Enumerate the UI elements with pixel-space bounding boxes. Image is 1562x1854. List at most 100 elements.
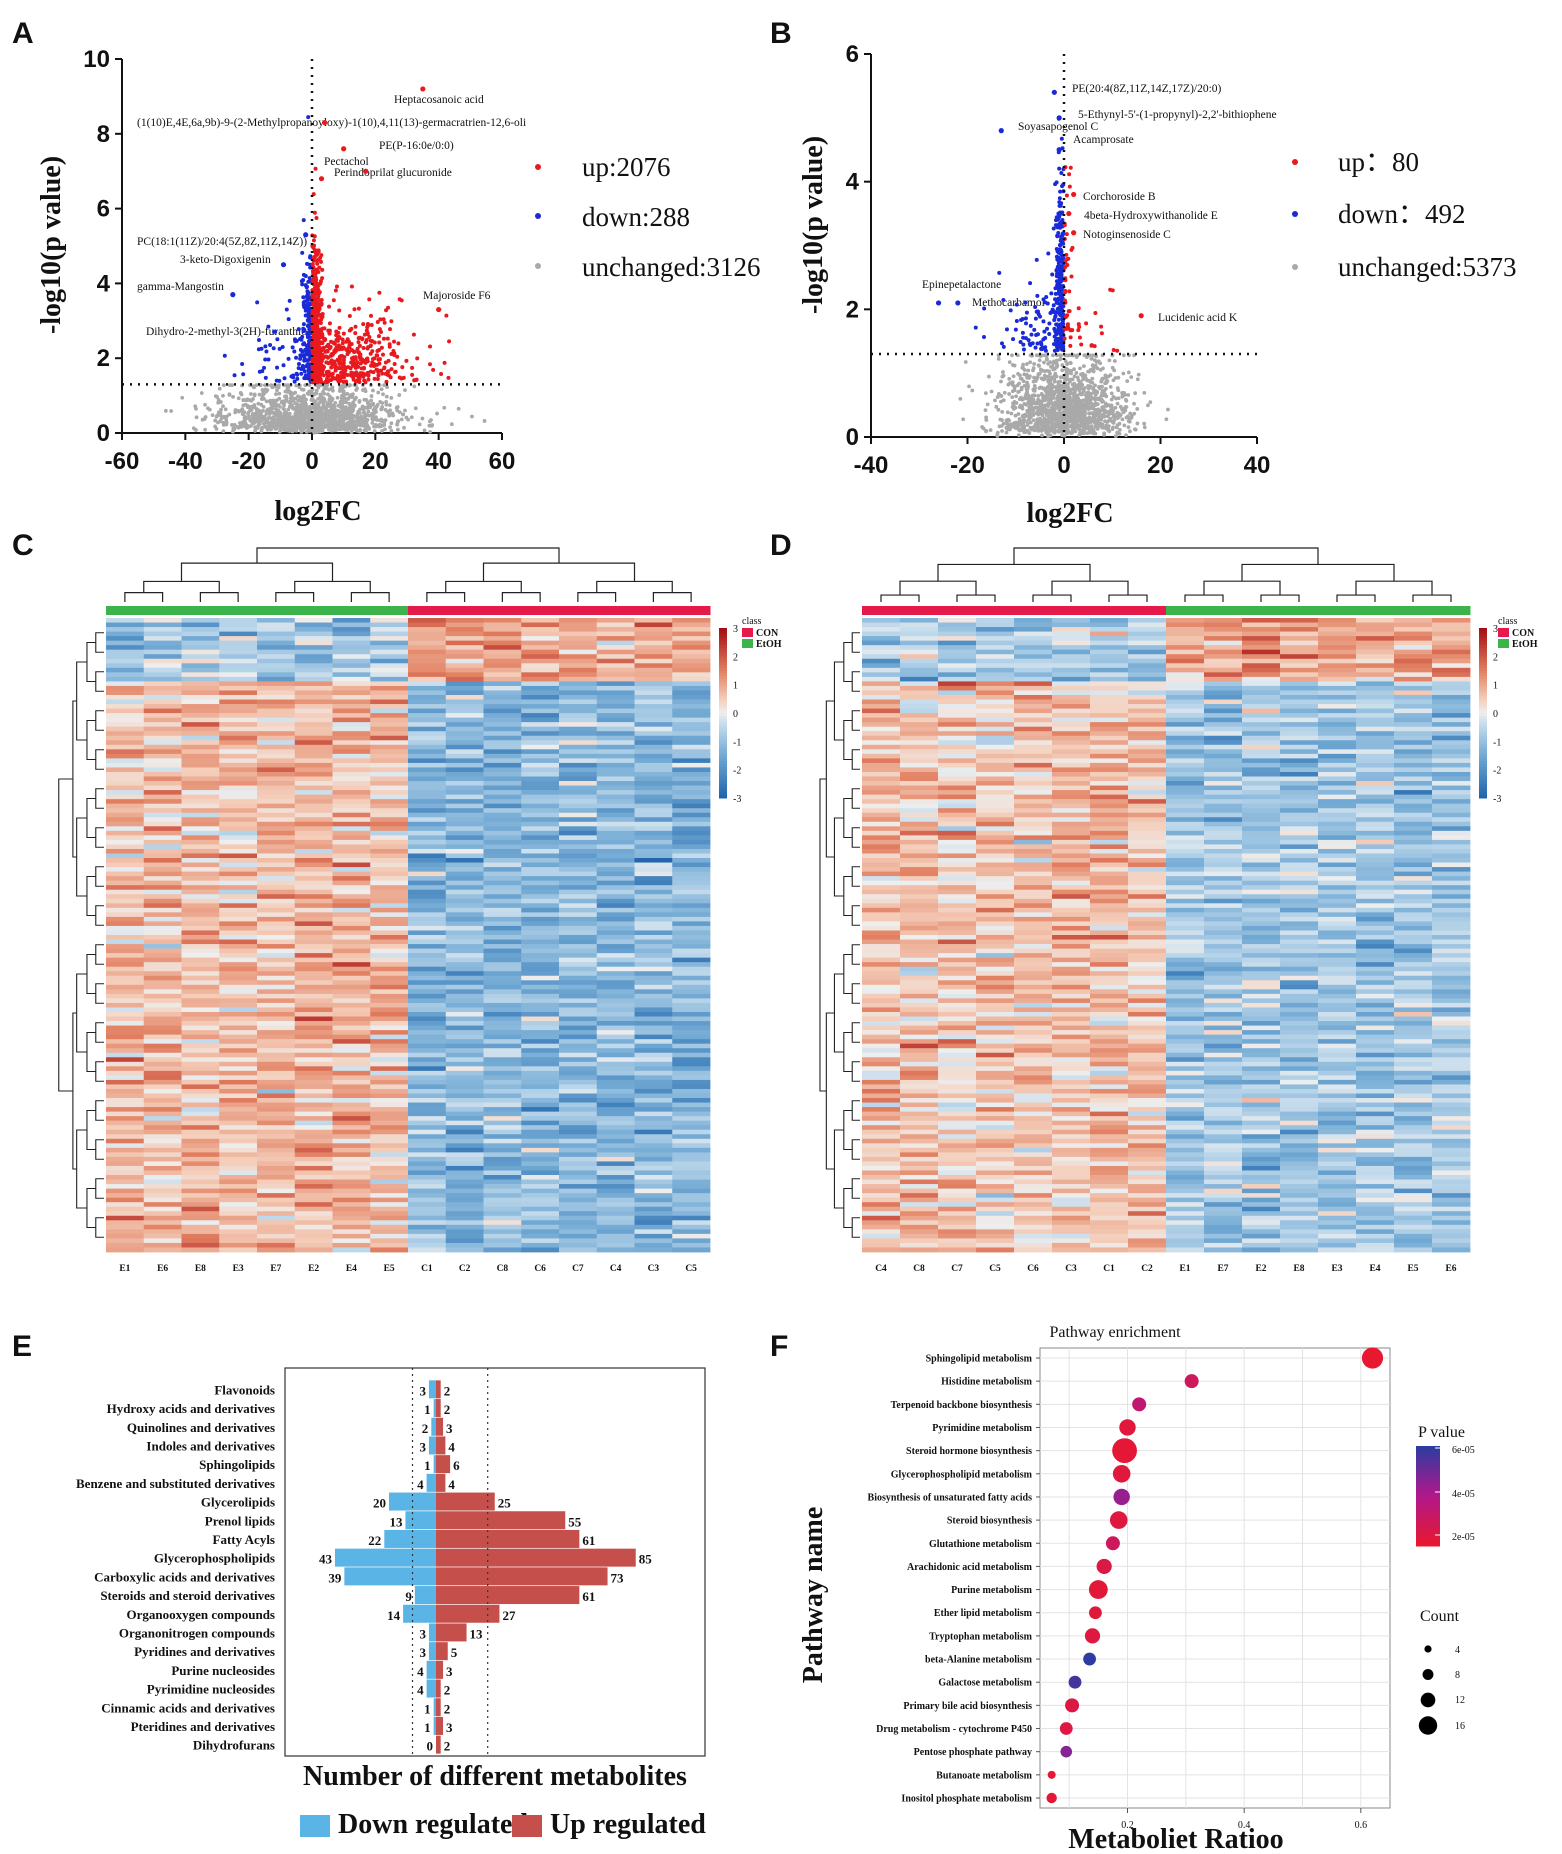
heatmap-cell xyxy=(257,753,296,759)
point-unchanged xyxy=(255,425,260,430)
point-unchanged xyxy=(372,429,377,433)
point-unchanged xyxy=(363,416,368,421)
heatmap-cell xyxy=(634,781,673,786)
point-unchanged xyxy=(327,387,332,392)
point-up xyxy=(341,331,346,336)
point-unchanged xyxy=(1010,380,1015,385)
heatmap-cell xyxy=(370,794,409,800)
point-up xyxy=(319,259,324,264)
point-unchanged xyxy=(327,416,332,421)
heatmap-cell xyxy=(332,799,371,805)
point-unchanged xyxy=(1084,395,1089,399)
point-unchanged xyxy=(221,393,225,398)
heatmap-cell xyxy=(483,740,522,746)
heatmap-cell xyxy=(294,627,333,632)
heatmap-cell xyxy=(143,681,182,687)
point-unchanged xyxy=(1126,370,1131,375)
heatmap-cell xyxy=(370,803,409,809)
heatmap-cell xyxy=(370,762,409,768)
point-unchanged xyxy=(1107,429,1112,434)
point-unchanged xyxy=(203,402,207,407)
heatmap-cell xyxy=(143,640,182,646)
heatmap-cell xyxy=(181,618,220,623)
heatmap-cell xyxy=(521,731,560,737)
heatmap-cell xyxy=(143,762,182,768)
point-unchanged xyxy=(1073,422,1078,427)
point-unchanged xyxy=(277,391,282,396)
point-up xyxy=(365,356,370,361)
point-up xyxy=(377,290,382,295)
point-down xyxy=(306,291,311,296)
point-up xyxy=(321,346,326,351)
point-unchanged xyxy=(343,405,348,410)
point-unchanged xyxy=(1113,405,1118,410)
heatmap-cell xyxy=(521,758,560,764)
heatmap-cell xyxy=(521,654,560,660)
point-unchanged xyxy=(1113,434,1118,439)
point-unchanged xyxy=(261,393,265,397)
point-up xyxy=(378,329,383,334)
heatmap-cell xyxy=(181,812,220,818)
heatmap-cell xyxy=(332,785,371,791)
volcano-b-annotation: Soyasapogenol C xyxy=(1018,121,1099,133)
heatmap-cell xyxy=(332,812,371,818)
point-up xyxy=(329,358,334,363)
point-down xyxy=(1047,321,1052,326)
heatmap-cell xyxy=(672,735,711,741)
heatmap-cell xyxy=(257,649,296,655)
heatmap-cell xyxy=(181,667,220,673)
labeled-point xyxy=(1071,191,1077,198)
point-unchanged xyxy=(1001,370,1005,374)
point-up xyxy=(332,350,337,355)
point-unchanged xyxy=(200,417,205,422)
point-unchanged xyxy=(1059,419,1064,424)
point-unchanged xyxy=(1053,400,1058,405)
heatmap-cell xyxy=(596,735,635,741)
heatmap-cell xyxy=(634,713,673,719)
point-unchanged xyxy=(252,385,256,390)
heatmap-cell xyxy=(332,803,371,809)
point-up xyxy=(337,325,342,330)
heatmap-cell xyxy=(332,618,371,623)
heatmap-cell xyxy=(634,735,673,741)
point-unchanged xyxy=(1086,386,1091,391)
heatmap-cell xyxy=(521,735,560,741)
heatmap-cell xyxy=(408,799,447,805)
heatmap-cell xyxy=(181,708,220,714)
point-unchanged xyxy=(1068,361,1073,366)
heatmap-cell xyxy=(181,771,220,777)
heatmap-cell xyxy=(596,622,635,628)
heatmap-cell xyxy=(257,803,296,809)
heatmap-cell xyxy=(634,640,673,646)
heatmap-cell xyxy=(219,713,258,719)
heatmap-cell xyxy=(106,658,145,664)
heatmap-cell xyxy=(559,767,598,773)
heatmap-cell xyxy=(181,676,220,682)
heatmap-cell xyxy=(521,640,560,646)
point-up xyxy=(1076,306,1081,311)
point-down xyxy=(1058,290,1063,295)
heatmap-cell xyxy=(294,785,333,791)
heatmap-cell xyxy=(483,753,522,759)
heatmap-cell xyxy=(559,704,598,709)
heatmap-cell xyxy=(257,704,296,709)
point-unchanged xyxy=(1036,418,1041,423)
heatmap-cell xyxy=(143,726,182,732)
point-unchanged xyxy=(999,379,1003,384)
point-down xyxy=(1034,333,1039,338)
point-down xyxy=(1026,338,1031,343)
point-unchanged xyxy=(997,424,1002,429)
labeled-point xyxy=(303,232,309,238)
heatmap-cell xyxy=(445,740,484,746)
point-up xyxy=(318,255,323,260)
point-down xyxy=(300,282,305,287)
heatmap-cell xyxy=(294,713,333,719)
heatmap-cell xyxy=(332,740,371,746)
point-unchanged xyxy=(1009,411,1014,416)
heatmap-cell xyxy=(219,690,258,696)
point-unchanged xyxy=(371,388,375,393)
point-unchanged xyxy=(1133,391,1138,396)
heatmap-cell xyxy=(219,699,258,705)
class-bar-cell xyxy=(332,606,371,615)
heatmap-cell xyxy=(294,781,333,786)
